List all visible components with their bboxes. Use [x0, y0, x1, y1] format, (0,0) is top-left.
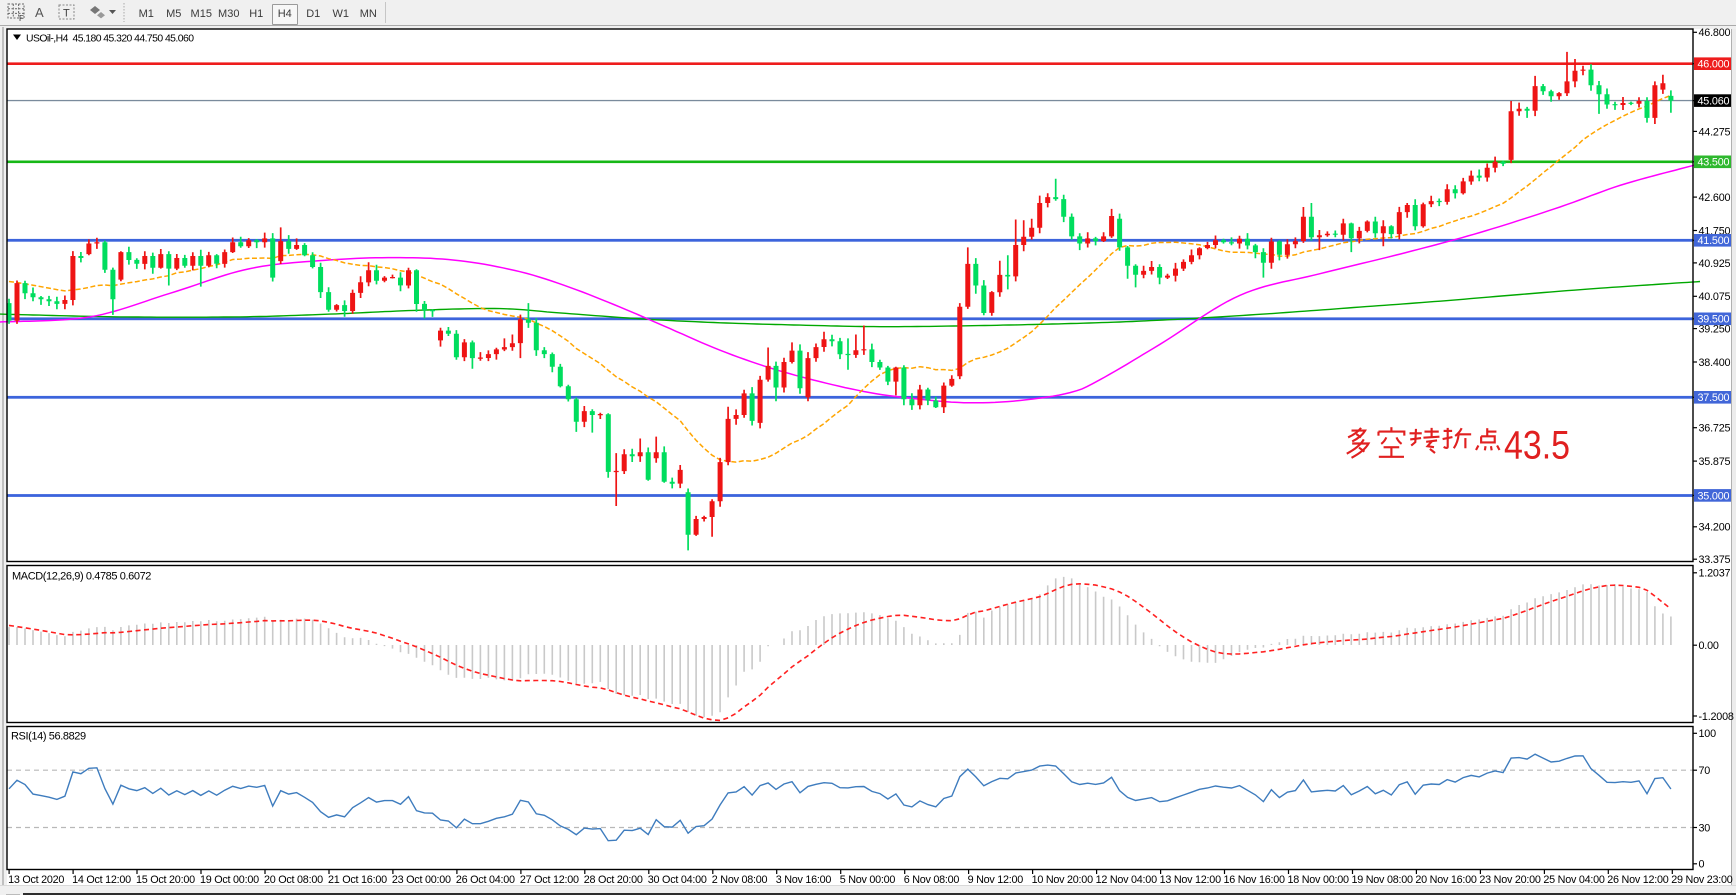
svg-text:23 Oct 00:00: 23 Oct 00:00 [392, 874, 451, 886]
svg-text:37.500: 37.500 [1698, 392, 1730, 404]
svg-text:19 Nov 08:00: 19 Nov 08:00 [1352, 874, 1413, 886]
svg-text:40.075: 40.075 [1699, 291, 1731, 303]
svg-text:MACD(12,26,9) 0.4785 0.6072: MACD(12,26,9) 0.4785 0.6072 [12, 570, 151, 582]
svg-text:39.250: 39.250 [1699, 324, 1731, 336]
svg-text:36.725: 36.725 [1699, 423, 1731, 435]
svg-text:38.400: 38.400 [1699, 357, 1731, 369]
svg-text:42.600: 42.600 [1699, 192, 1731, 204]
svg-text:20 Oct 08:00: 20 Oct 08:00 [264, 874, 323, 886]
svg-text:12 Nov 04:00: 12 Nov 04:00 [1096, 874, 1157, 886]
svg-text:43.500: 43.500 [1698, 157, 1730, 169]
svg-text:5 Nov 00:00: 5 Nov 00:00 [840, 874, 896, 886]
svg-text:26 Oct 04:00: 26 Oct 04:00 [456, 874, 515, 886]
svg-text:43.5: 43.5 [1504, 424, 1570, 468]
svg-text:A: A [35, 5, 44, 20]
svg-text:41.500: 41.500 [1698, 235, 1730, 247]
svg-text:0: 0 [1699, 859, 1705, 871]
svg-text:70: 70 [1699, 765, 1711, 777]
svg-text:19 Oct 00:00: 19 Oct 00:00 [200, 874, 259, 886]
svg-text:21 Oct 16:00: 21 Oct 16:00 [328, 874, 387, 886]
svg-text:USOil-,H4 45.180 45.320 44.75: USOil-,H4 45.180 45.320 44.750 45.060 [26, 33, 194, 44]
svg-text:39.500: 39.500 [1698, 314, 1730, 326]
svg-text:30 Oct 04:00: 30 Oct 04:00 [648, 874, 707, 886]
svg-text:15 Oct 20:00: 15 Oct 20:00 [136, 874, 195, 886]
svg-text:33.375: 33.375 [1699, 554, 1731, 566]
svg-text:25 Nov 04:00: 25 Nov 04:00 [1543, 874, 1604, 886]
svg-text:3 Nov 16:00: 3 Nov 16:00 [776, 874, 832, 886]
svg-text:35.875: 35.875 [1699, 456, 1731, 468]
svg-text:20 Nov 16:00: 20 Nov 16:00 [1415, 874, 1476, 886]
svg-text:44.275: 44.275 [1699, 126, 1731, 138]
svg-text:13 Oct 2020: 13 Oct 2020 [8, 874, 64, 886]
svg-text:35.000: 35.000 [1698, 490, 1730, 502]
svg-text:26 Nov 12:00: 26 Nov 12:00 [1607, 874, 1668, 886]
svg-text:6 Nov 08:00: 6 Nov 08:00 [904, 874, 960, 886]
svg-text:F: F [19, 14, 24, 23]
svg-text:16 Nov 16:00: 16 Nov 16:00 [1224, 874, 1285, 886]
svg-text:T: T [63, 8, 70, 20]
svg-text:27 Oct 12:00: 27 Oct 12:00 [520, 874, 579, 886]
svg-text:1.2037: 1.2037 [1699, 568, 1731, 580]
svg-text:9 Nov 12:00: 9 Nov 12:00 [968, 874, 1024, 886]
svg-text:10 Nov 20:00: 10 Nov 20:00 [1032, 874, 1093, 886]
svg-text:13 Nov 12:00: 13 Nov 12:00 [1160, 874, 1221, 886]
svg-text:29 Nov 23:00: 29 Nov 23:00 [1671, 874, 1732, 886]
svg-text:46.000: 46.000 [1698, 59, 1730, 71]
svg-text:-1.2008: -1.2008 [1699, 711, 1734, 723]
svg-text:30: 30 [1699, 822, 1711, 834]
svg-text:18 Nov 00:00: 18 Nov 00:00 [1288, 874, 1349, 886]
svg-text:45.060: 45.060 [1698, 96, 1730, 108]
svg-text:RSI(14) 56.8829: RSI(14) 56.8829 [11, 731, 86, 743]
svg-text:100: 100 [1699, 728, 1717, 740]
svg-text:34.200: 34.200 [1699, 522, 1731, 534]
svg-text:2 Nov 08:00: 2 Nov 08:00 [712, 874, 768, 886]
svg-text:28 Oct 20:00: 28 Oct 20:00 [584, 874, 643, 886]
svg-text:23 Nov 20:00: 23 Nov 20:00 [1479, 874, 1540, 886]
svg-text:40.925: 40.925 [1699, 258, 1731, 270]
svg-text:46.800: 46.800 [1699, 27, 1731, 39]
svg-text:14 Oct 12:00: 14 Oct 12:00 [72, 874, 131, 886]
svg-text:0.00: 0.00 [1699, 640, 1719, 652]
